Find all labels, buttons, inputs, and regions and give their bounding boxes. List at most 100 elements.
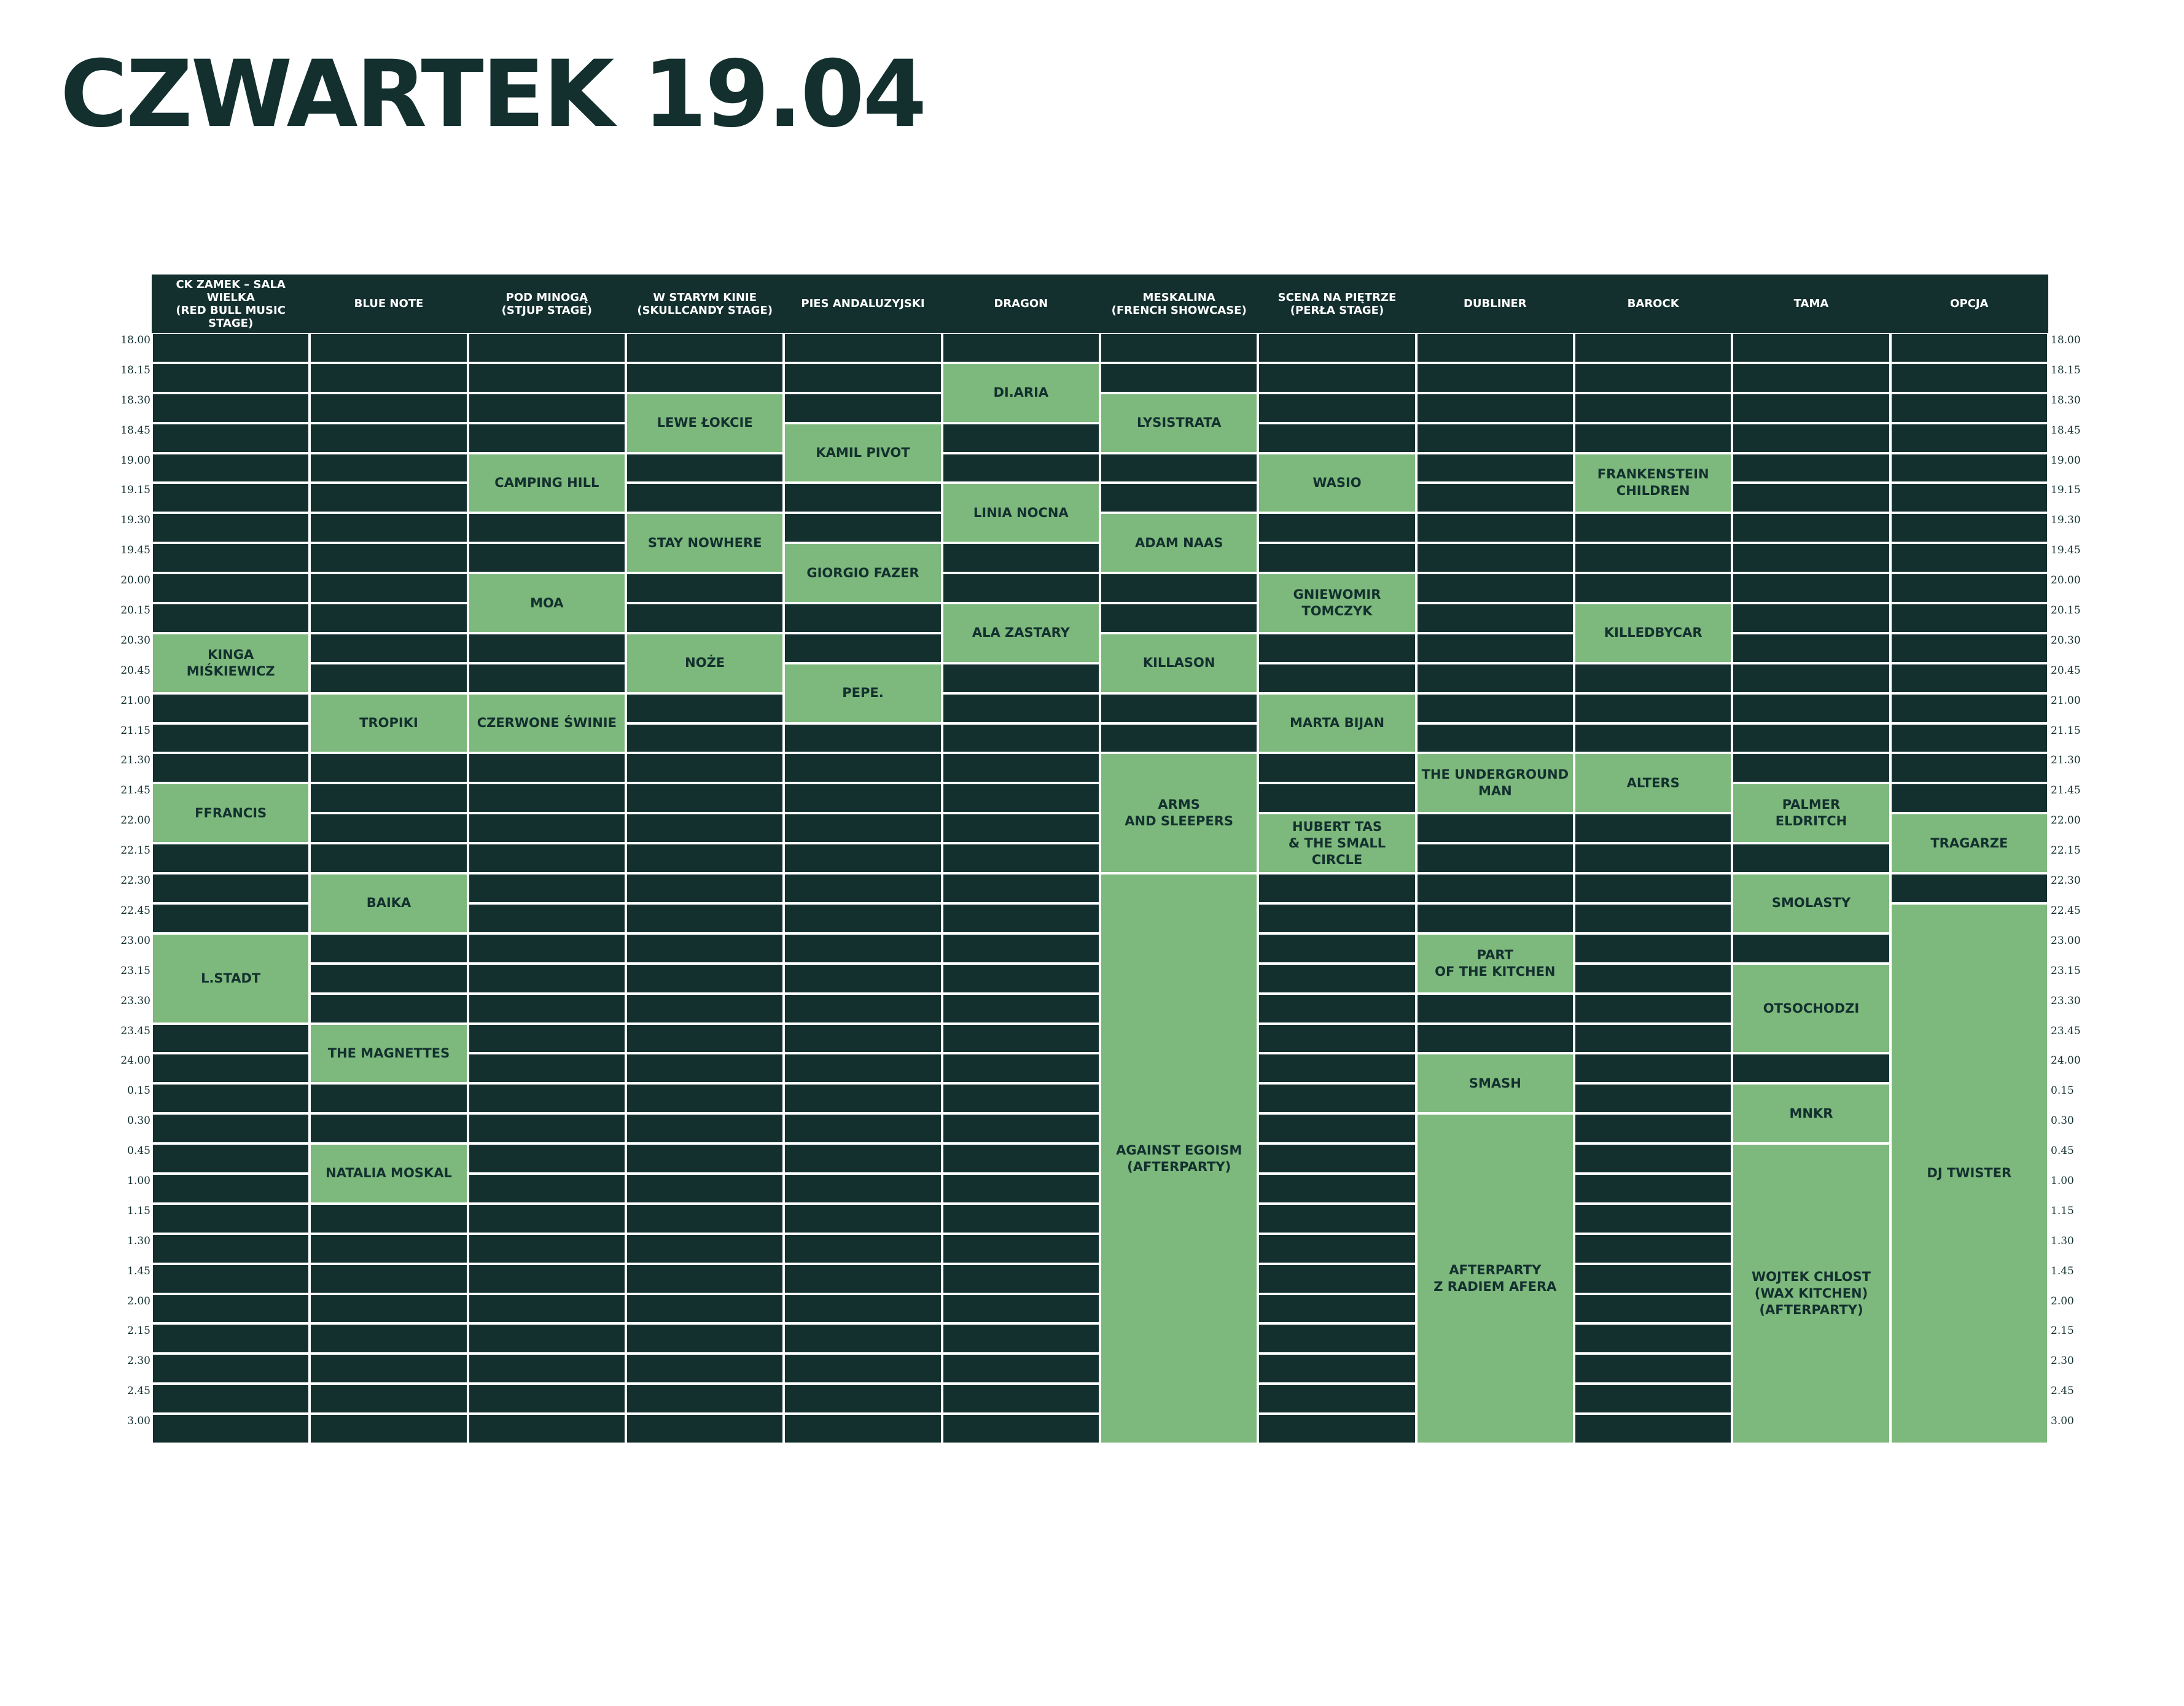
empty-slot xyxy=(310,483,468,513)
performance-slot[interactable]: WOJTEK CHLOST (WAX KITCHEN) (AFTERPARTY) xyxy=(1732,1143,1890,1444)
empty-slot xyxy=(942,873,1100,903)
empty-slot xyxy=(1890,873,2048,903)
performance-slot[interactable]: PEPE. xyxy=(784,663,942,723)
performance-slot[interactable]: GNIEWOMIR TOMCZYK xyxy=(1258,573,1416,633)
time-label-right: 20.15 xyxy=(2051,604,2081,617)
empty-slot xyxy=(784,783,942,814)
empty-slot xyxy=(310,1323,468,1354)
time-label-right: 18.15 xyxy=(2051,364,2081,376)
empty-slot xyxy=(310,813,468,844)
performance-slot[interactable]: BAIKA xyxy=(310,873,468,933)
empty-slot xyxy=(152,392,310,423)
empty-slot xyxy=(784,392,942,423)
time-label-right: 19.30 xyxy=(2051,514,2081,527)
empty-slot xyxy=(626,1414,784,1444)
performance-slot[interactable]: NATALIA MOSKAL xyxy=(310,1143,468,1204)
empty-slot xyxy=(626,903,784,933)
empty-slot xyxy=(1574,1354,1733,1384)
time-label-right: 23.15 xyxy=(2051,964,2081,977)
performance-slot[interactable]: KINGA MIŚKIEWICZ xyxy=(152,633,310,693)
performance-slot[interactable]: ALTERS xyxy=(1574,753,1733,814)
performance-slot[interactable]: ARMS AND SLEEPERS xyxy=(1100,753,1258,874)
empty-slot xyxy=(784,993,942,1024)
empty-slot xyxy=(1890,573,2048,604)
empty-slot xyxy=(467,633,626,663)
empty-slot xyxy=(784,1384,942,1414)
performance-slot[interactable]: TRAGARZE xyxy=(1890,813,2048,874)
performance-slot[interactable]: FRANKENSTEIN CHILDREN xyxy=(1574,453,1733,513)
time-label-right: 1.15 xyxy=(2051,1204,2074,1217)
empty-slot xyxy=(1416,843,1574,874)
empty-slot xyxy=(1574,663,1733,693)
performance-slot[interactable]: HUBERT TAS & THE SMALL CIRCLE xyxy=(1258,813,1416,874)
empty-slot xyxy=(152,1203,310,1234)
performance-slot[interactable]: SMOLASTY xyxy=(1732,873,1890,933)
empty-slot xyxy=(784,1053,942,1084)
performance-slot[interactable]: CAMPING HILL xyxy=(467,453,626,513)
empty-slot xyxy=(1732,753,1890,784)
performance-slot[interactable]: AFTERPARTY Z RADIEM AFERA xyxy=(1416,1113,1574,1444)
time-label-right: 22.00 xyxy=(2051,814,2081,827)
performance-slot[interactable]: ADAM NAAS xyxy=(1100,513,1258,574)
empty-slot xyxy=(784,603,942,633)
stage-header: DUBLINER xyxy=(1463,297,1527,310)
empty-slot xyxy=(1416,663,1574,693)
performance-slot[interactable]: LYSISTRATA xyxy=(1100,392,1258,453)
empty-slot xyxy=(626,813,784,844)
empty-slot xyxy=(784,753,942,784)
performance-slot[interactable]: TROPIKI xyxy=(310,693,468,754)
empty-slot xyxy=(1258,633,1416,663)
performance-slot[interactable]: LEWE ŁOKCIE xyxy=(626,392,784,453)
empty-slot xyxy=(467,873,626,903)
performance-slot[interactable]: MOA xyxy=(467,573,626,633)
performance-slot[interactable]: PART OF THE KITCHEN xyxy=(1416,933,1574,994)
empty-slot xyxy=(152,903,310,933)
empty-slot xyxy=(152,1233,310,1264)
performance-slot[interactable]: KILLASON xyxy=(1100,633,1258,693)
time-label-left: 2.00 xyxy=(127,1295,150,1307)
empty-slot xyxy=(1258,1053,1416,1084)
performance-slot[interactable]: LINIA NOCNA xyxy=(942,483,1100,543)
performance-slot[interactable]: NOŻE xyxy=(626,633,784,693)
empty-slot xyxy=(1890,513,2048,543)
empty-slot xyxy=(310,993,468,1024)
stage-header: W STARYM KINIE (SKULLCANDY STAGE) xyxy=(637,290,773,317)
performance-slot[interactable]: AGAINST EGOISM (AFTERPARTY) xyxy=(1100,873,1258,1444)
performance-slot[interactable]: MARTA BIJAN xyxy=(1258,693,1416,754)
performance-slot[interactable]: WASIO xyxy=(1258,453,1416,513)
performance-slot[interactable]: DJ TWISTER xyxy=(1890,903,2048,1444)
performance-slot[interactable]: GIORGIO FAZER xyxy=(784,543,942,604)
performance-slot[interactable]: KAMIL PIVOT xyxy=(784,423,942,483)
empty-slot xyxy=(784,633,942,663)
empty-slot xyxy=(1890,633,2048,663)
time-label-left: 20.45 xyxy=(120,664,150,677)
performance-slot[interactable]: MNKR xyxy=(1732,1083,1890,1144)
empty-slot xyxy=(1258,873,1416,903)
performance-slot[interactable]: KILLEDBYCAR xyxy=(1574,603,1733,663)
performance-slot[interactable]: OTSOCHODZI xyxy=(1732,963,1890,1054)
time-label-right: 21.15 xyxy=(2051,724,2081,737)
performance-slot[interactable]: L.STADT xyxy=(152,933,310,1024)
performance-slot[interactable]: CZERWONE ŚWINIE xyxy=(467,693,626,754)
empty-slot xyxy=(1416,543,1574,574)
performance-slot[interactable]: ALA ZASTARY xyxy=(942,603,1100,663)
stage-header: PIES ANDALUZYJSKI xyxy=(801,297,925,310)
time-label-right: 2.30 xyxy=(2051,1355,2074,1368)
performance-slot[interactable]: SMASH xyxy=(1416,1053,1574,1114)
empty-slot xyxy=(1732,453,1890,483)
empty-slot xyxy=(152,333,310,363)
empty-slot xyxy=(942,1263,1100,1294)
performance-slot[interactable]: STAY NOWHERE xyxy=(626,513,784,574)
performance-slot[interactable]: THE MAGNETTES xyxy=(310,1023,468,1084)
performance-slot[interactable]: FFRANCIS xyxy=(152,783,310,844)
empty-slot xyxy=(784,1023,942,1054)
performance-slot[interactable]: THE UNDERGROUND MAN xyxy=(1416,753,1574,814)
time-label-left: 22.15 xyxy=(120,844,150,857)
empty-slot xyxy=(467,1384,626,1414)
empty-slot xyxy=(1416,813,1574,844)
time-label-right: 0.15 xyxy=(2051,1085,2074,1097)
empty-slot xyxy=(467,903,626,933)
performance-slot[interactable]: DI.ARIA xyxy=(942,362,1100,423)
performance-slot[interactable]: PALMER ELDRITCH xyxy=(1732,783,1890,844)
empty-slot xyxy=(467,1354,626,1384)
